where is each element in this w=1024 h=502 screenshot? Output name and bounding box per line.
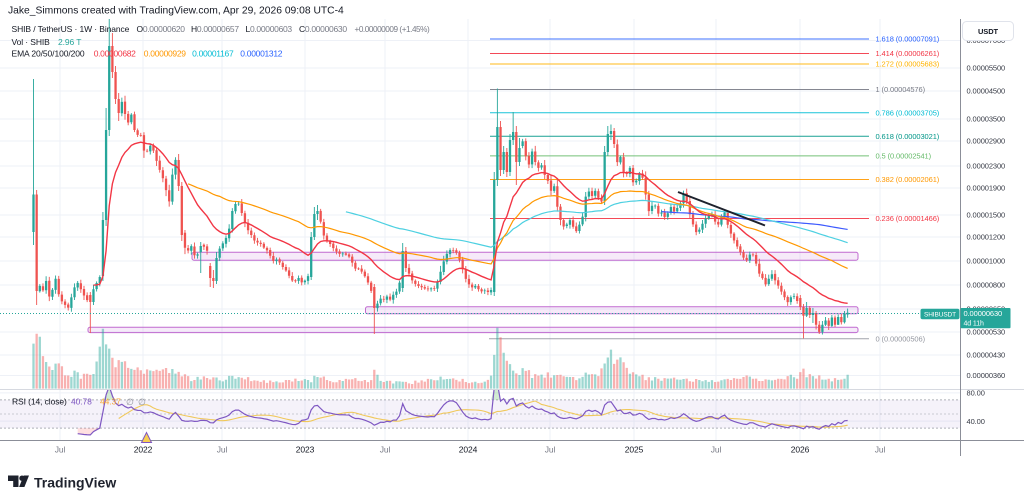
- svg-text:O0.00000620: O0.00000620: [137, 24, 186, 34]
- svg-text:L0.00000603: L0.00000603: [246, 24, 293, 34]
- svg-text:1.272 (0.00005683): 1.272 (0.00005683): [876, 60, 940, 69]
- svg-text:Jul: Jul: [380, 445, 391, 455]
- svg-text:0.786 (0.00003705): 0.786 (0.00003705): [876, 108, 940, 117]
- svg-text:0.00001500: 0.00001500: [967, 211, 1006, 220]
- svg-text:2023: 2023: [296, 445, 315, 455]
- svg-text:0.5 (0.00002541): 0.5 (0.00002541): [876, 152, 932, 161]
- svg-text:1.414 (0.00006261): 1.414 (0.00006261): [876, 49, 940, 58]
- svg-text:USDT: USDT: [978, 27, 999, 36]
- svg-text:0.00002900: 0.00002900: [967, 137, 1006, 146]
- svg-text:2026: 2026: [791, 445, 810, 455]
- svg-text:0.00000430: 0.00000430: [967, 351, 1006, 360]
- svg-text:0.382 (0.00002061): 0.382 (0.00002061): [876, 175, 940, 184]
- svg-text:Jul: Jul: [55, 445, 66, 455]
- svg-text:Vol · SHIB: Vol · SHIB: [12, 37, 51, 47]
- svg-text:EMA 20/50/100/200: EMA 20/50/100/200: [12, 49, 85, 59]
- svg-text:+0.00000009 (+1.45%): +0.00000009 (+1.45%): [355, 25, 430, 34]
- svg-text:SHIBUSDT: SHIBUSDT: [924, 311, 956, 318]
- svg-text:0 (0.00000506): 0 (0.00000506): [876, 334, 926, 343]
- svg-text:1.618 (0.00007091): 1.618 (0.00007091): [876, 35, 940, 44]
- svg-text:0.00001167: 0.00001167: [192, 49, 234, 59]
- svg-text:Jul: Jul: [545, 445, 556, 455]
- svg-text:2025: 2025: [625, 445, 644, 455]
- svg-text:0.00000530: 0.00000530: [967, 328, 1006, 337]
- svg-text:0.00001000: 0.00001000: [967, 257, 1006, 266]
- svg-text:0.00000682: 0.00000682: [94, 49, 136, 59]
- svg-text:SHIB / TetherUS · 1W · Binance: SHIB / TetherUS · 1W · Binance: [12, 24, 130, 34]
- svg-text:Jake_Simmons created with Trad: Jake_Simmons created with TradingView.co…: [8, 6, 344, 17]
- svg-text:∅: ∅: [126, 397, 134, 407]
- svg-text:2.96 T: 2.96 T: [58, 37, 81, 47]
- svg-text:0.618 (0.00003021): 0.618 (0.00003021): [876, 132, 940, 141]
- svg-text:0.00002300: 0.00002300: [967, 162, 1006, 171]
- svg-text:0.00001312: 0.00001312: [240, 49, 282, 59]
- svg-text:1 (0.00004576): 1 (0.00004576): [876, 85, 926, 94]
- svg-text:0.00005500: 0.00005500: [967, 64, 1006, 73]
- svg-text:TradingView: TradingView: [34, 475, 116, 491]
- svg-text:40.00: 40.00: [967, 417, 985, 426]
- svg-text:4d 11h: 4d 11h: [964, 320, 984, 327]
- svg-text:H0.00000657: H0.00000657: [191, 24, 239, 34]
- svg-text:RSI (14, close): RSI (14, close): [12, 397, 67, 407]
- svg-text:0.00000360: 0.00000360: [967, 371, 1006, 380]
- svg-text:0.00004500: 0.00004500: [967, 87, 1006, 96]
- svg-text:Jul: Jul: [711, 445, 722, 455]
- svg-text:Jul: Jul: [217, 445, 228, 455]
- svg-text:0.00000630: 0.00000630: [964, 309, 1003, 318]
- svg-text:2024: 2024: [459, 445, 478, 455]
- svg-text:40.78: 40.78: [71, 397, 92, 407]
- svg-text:0.00000929: 0.00000929: [144, 49, 186, 59]
- svg-text:C0.00000630: C0.00000630: [299, 24, 347, 34]
- svg-text:0.236 (0.00001466): 0.236 (0.00001466): [876, 214, 940, 223]
- svg-text:∅: ∅: [138, 397, 146, 407]
- svg-text:0.00000800: 0.00000800: [967, 281, 1006, 290]
- svg-text:0.00003500: 0.00003500: [967, 115, 1006, 124]
- svg-text:80.00: 80.00: [967, 389, 985, 398]
- svg-text:Jul: Jul: [875, 445, 886, 455]
- svg-text:44.37: 44.37: [100, 397, 121, 407]
- svg-text:2022: 2022: [134, 445, 153, 455]
- svg-text:0.00001900: 0.00001900: [967, 184, 1006, 193]
- svg-text:0.00001200: 0.00001200: [967, 233, 1006, 242]
